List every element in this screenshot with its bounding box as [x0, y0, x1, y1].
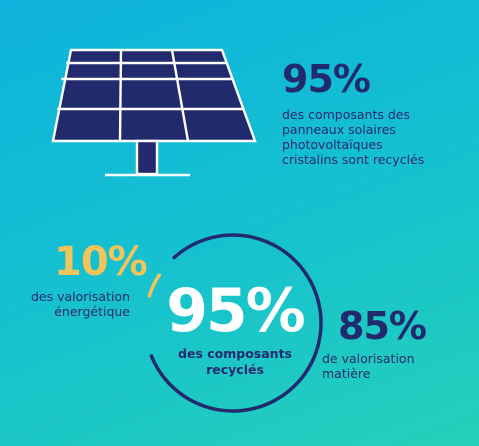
- energy-recovery-stat: 10%: [54, 239, 148, 285]
- material-recovery-description: de valorisation matière: [322, 351, 472, 381]
- description-line: matière: [322, 366, 371, 381]
- energy-arc: [147, 273, 161, 298]
- description-line: des composants: [178, 346, 292, 361]
- description-line: des composants des: [282, 107, 411, 122]
- energy-recovery-description: des valorisation énergétique: [10, 289, 130, 319]
- description-line: de valorisation: [322, 351, 415, 366]
- panel-recycling-stat: 95%: [282, 57, 371, 101]
- description-line: photovoltaïques: [282, 137, 383, 152]
- total-recycling-description: des composants recyclés: [160, 346, 310, 378]
- description-line: des valorisation: [30, 289, 130, 304]
- description-line: énergétique: [54, 304, 130, 319]
- description-line: recyclés: [206, 362, 264, 377]
- material-recovery-stat: 85%: [338, 304, 427, 348]
- description-line: panneaux solaires: [282, 122, 396, 137]
- description-line: cristalins sont recyclés: [282, 152, 425, 167]
- solar-panel-icon: [51, 48, 257, 177]
- matter-arc: [149, 233, 323, 413]
- panel-recycling-description: des composants des panneaux solaires pho…: [282, 107, 472, 167]
- total-recycling-stat: 95%: [166, 276, 306, 346]
- recycling-progress-ring: [147, 233, 323, 413]
